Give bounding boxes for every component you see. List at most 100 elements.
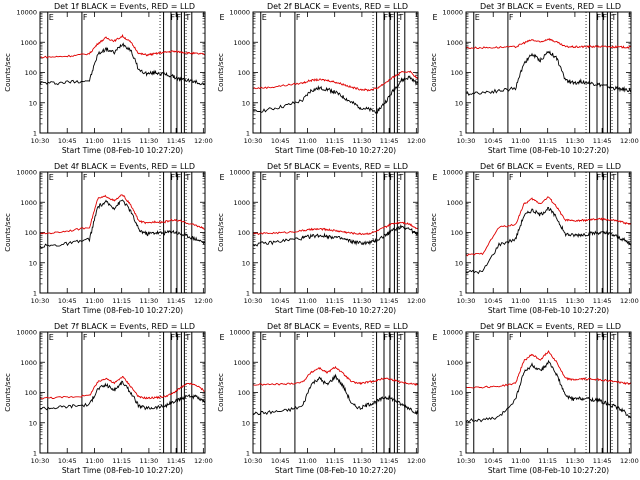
marker-annotation: F — [83, 333, 88, 342]
marker-annotation: T — [184, 173, 190, 182]
x-tick-label: 12:00 — [194, 297, 213, 305]
x-tick-label: 10:45 — [484, 457, 503, 465]
x-tick-label: 10:30 — [31, 297, 50, 305]
plot-panel-7: Det 7f BLACK = Events, RED = LLD Counts/s… — [4, 322, 225, 475]
marker-annotation: F — [602, 13, 607, 22]
x-tick-label: 10:30 — [457, 297, 476, 305]
marker-annotation: E — [433, 13, 438, 22]
y-axis-label: Counts/sec — [430, 53, 438, 92]
x-tick-label: 11:15 — [325, 297, 344, 305]
marker-annotation: E — [49, 333, 54, 342]
x-tick-label: 10:45 — [58, 297, 77, 305]
plot-title: Det 7f BLACK = Events, RED = LLD — [54, 322, 195, 331]
marker-annotation: E — [475, 13, 480, 22]
marker-annotation: T — [184, 13, 190, 22]
plot-panel-2: Det 2f BLACK = Events, RED = LLD Counts/s… — [217, 2, 438, 155]
y-tick-label: 100 — [25, 229, 37, 237]
x-tick-label: 11:30 — [353, 457, 372, 465]
marker-annotation: E — [262, 333, 267, 342]
marker-annotation: F — [509, 333, 514, 342]
y-tick-label: 1000 — [233, 359, 250, 367]
y-tick-label: 100 — [238, 229, 250, 237]
marker-annotation: F — [171, 333, 176, 342]
y-tick-label: 1000 — [446, 359, 463, 367]
marker-annotation: F — [389, 173, 394, 182]
x-tick-label: 12:00 — [194, 457, 213, 465]
y-tick-label: 1 — [459, 130, 463, 138]
marker-annotation: F — [296, 173, 301, 182]
plot-frame — [252, 171, 419, 294]
y-tick-label: 1 — [33, 450, 37, 458]
x-tick-label: 11:45 — [593, 297, 612, 305]
y-tick-label: 1000 — [20, 359, 37, 367]
x-tick-label: 11:30 — [566, 137, 585, 145]
series-line-lld — [40, 33, 205, 59]
y-tick-label: 1000 — [20, 39, 37, 47]
y-tick-label: 10 — [29, 419, 37, 427]
series-line-lld — [40, 375, 205, 400]
series-line-events — [466, 206, 631, 275]
y-tick-label: 1 — [459, 290, 463, 298]
y-tick-label: 100 — [25, 389, 37, 397]
plot-frame — [465, 331, 632, 454]
y-tick-label: 1 — [246, 450, 250, 458]
plot-area — [40, 12, 205, 133]
marker-annotation: E — [433, 173, 438, 182]
x-tick-label: 11:15 — [325, 137, 344, 145]
x-tick-label: 11:15 — [325, 457, 344, 465]
x-tick-label: 11:30 — [353, 137, 372, 145]
plot-title: Det 9f BLACK = Events, RED = LLD — [480, 322, 621, 331]
y-tick-label: 1 — [33, 130, 37, 138]
y-tick-label: 10000 — [16, 9, 37, 17]
y-tick-label: 1000 — [446, 199, 463, 207]
plot-panel-9: Det 9f BLACK = Events, RED = LLD Counts/s… — [430, 322, 639, 475]
x-tick-label: 11:00 — [298, 457, 317, 465]
marker-annotation: E — [220, 333, 225, 342]
x-tick-label: 11:00 — [298, 297, 317, 305]
marker-annotation: F — [296, 13, 301, 22]
x-axis-label: Start Time (08-Feb-10 10:27:20) — [62, 466, 183, 475]
plot-panel-4: Det 4f BLACK = Events, RED = LLD Counts/s… — [4, 162, 225, 315]
marker-annotation: F — [602, 333, 607, 342]
plot-area — [466, 12, 631, 133]
marker-annotation: F — [602, 173, 607, 182]
marker-annotation: F — [176, 13, 181, 22]
y-tick-label: 10000 — [442, 329, 463, 337]
x-tick-label: 10:45 — [271, 137, 290, 145]
series-line-events — [40, 199, 205, 249]
marker-annotation: T — [610, 333, 616, 342]
marker-annotation: F — [509, 173, 514, 182]
marker-annotation: T — [397, 13, 403, 22]
plot-panel-3: Det 3f BLACK = Events, RED = LLD Counts/s… — [430, 2, 639, 155]
y-axis-label: Counts/sec — [4, 213, 12, 252]
series-line-events — [40, 42, 205, 86]
plot-area — [253, 12, 418, 133]
marker-annotation: F — [597, 13, 602, 22]
series-line-lld — [466, 349, 631, 389]
x-axis-label: Start Time (08-Feb-10 10:27:20) — [275, 466, 396, 475]
x-axis-label: Start Time (08-Feb-10 10:27:20) — [62, 146, 183, 155]
marker-annotation: F — [597, 173, 602, 182]
y-tick-label: 10 — [242, 419, 250, 427]
plot-title: Det 5f BLACK = Events, RED = LLD — [267, 162, 408, 171]
marker-annotation: F — [597, 333, 602, 342]
marker-annotation: F — [83, 173, 88, 182]
x-tick-label: 10:30 — [244, 137, 263, 145]
plot-area — [466, 172, 631, 293]
y-axis-label: Counts/sec — [217, 53, 225, 92]
x-tick-label: 11:45 — [593, 137, 612, 145]
y-axis-label: Counts/sec — [217, 213, 225, 252]
x-tick-label: 11:00 — [511, 457, 530, 465]
x-tick-label: 11:15 — [538, 457, 557, 465]
plot-title: Det 8f BLACK = Events, RED = LLD — [267, 322, 408, 331]
x-tick-label: 11:45 — [380, 457, 399, 465]
x-tick-label: 11:15 — [112, 137, 131, 145]
marker-annotation: T — [610, 13, 616, 22]
marker-annotation: F — [176, 173, 181, 182]
series-line-lld — [466, 196, 631, 257]
y-tick-label: 10 — [242, 259, 250, 267]
y-tick-label: 100 — [451, 389, 463, 397]
y-axis-label: Counts/sec — [4, 373, 12, 412]
plot-area — [40, 172, 205, 293]
x-tick-label: 10:45 — [271, 297, 290, 305]
